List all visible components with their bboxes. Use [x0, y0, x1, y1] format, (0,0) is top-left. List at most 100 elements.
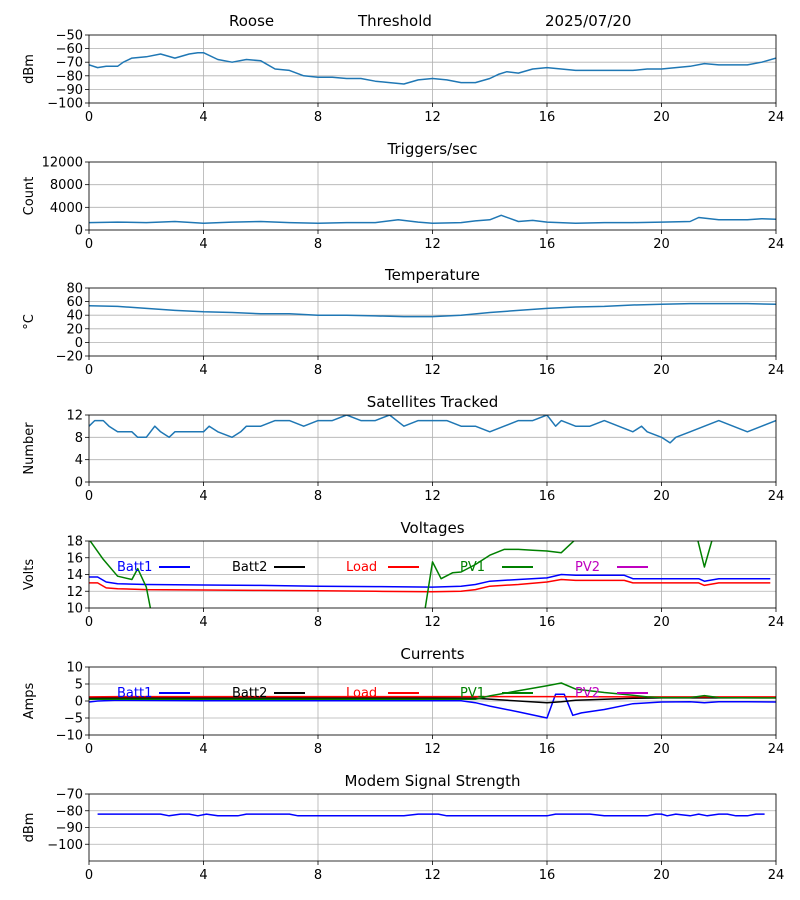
y-tick-label: 16 [66, 551, 83, 566]
x-tick-label: 24 [768, 237, 785, 252]
legend-label-batt2: Batt2 [232, 686, 267, 701]
y-tick-label: 0 [75, 695, 83, 710]
x-tick-label: 20 [653, 742, 670, 757]
y-tick-label: 80 [66, 282, 83, 297]
x-tick-label: 20 [653, 237, 670, 252]
x-tick-label: 24 [768, 615, 785, 630]
y-tick-label: −70 [56, 56, 83, 71]
y-tick-label: −80 [56, 804, 83, 819]
x-tick-label: 0 [85, 868, 93, 883]
series-line-batt1 [89, 693, 776, 719]
chart-triggers: 0 4 8 12 16 20 24 0 4000 8000 12000 Triggers/sec Cou… [22, 140, 784, 252]
x-tick-label: 16 [539, 868, 556, 883]
y-axis-label: Amps [22, 682, 37, 719]
x-tick-label: 8 [314, 237, 322, 252]
series-line-pv1 [89, 682, 776, 701]
chart-title: Voltages [400, 519, 464, 537]
x-tick-label: 20 [653, 363, 670, 378]
y-tick-label: −90 [56, 83, 83, 98]
series-line-modem-0 [97, 813, 765, 817]
y-tick-label: 40 [66, 309, 83, 324]
y-tick-label: −5 [64, 712, 83, 727]
x-tick-label: 16 [539, 363, 556, 378]
y-tick-label: 8 [75, 431, 83, 446]
y-tick-label: −70 [56, 788, 83, 803]
legend-label-load: Load [346, 560, 377, 575]
x-tick-label: 4 [199, 489, 207, 504]
legend-label-batt1: Batt1 [117, 560, 152, 575]
x-tick-label: 0 [85, 489, 93, 504]
x-tick-label: 24 [768, 489, 785, 504]
chart-title: Temperature [384, 266, 480, 284]
series-line-pv1 [89, 541, 713, 608]
chart-title: Satellites Tracked [367, 393, 498, 411]
report-date: 2025/07/20 [545, 12, 632, 30]
y-tick-label: 12 [66, 585, 83, 600]
y-tick-label: 0 [75, 224, 83, 239]
y-tick-label: 0 [75, 476, 83, 491]
y-tick-label: 14 [66, 568, 83, 583]
x-tick-label: 16 [539, 615, 556, 630]
chart-title: Modem Signal Strength [345, 772, 521, 790]
x-tick-label: 4 [199, 742, 207, 757]
x-tick-label: 8 [314, 110, 322, 125]
y-axis-label: Count [22, 177, 37, 216]
x-tick-label: 24 [768, 363, 785, 378]
x-tick-label: 0 [85, 363, 93, 378]
x-tick-label: 24 [768, 742, 785, 757]
x-tick-label: 12 [424, 489, 441, 504]
legend-label-pv1: PV1 [460, 560, 485, 575]
x-tick-label: 12 [424, 868, 441, 883]
y-axis-label: Number [22, 422, 37, 475]
y-axis-label: dBm [22, 54, 37, 84]
y-tick-label: 4 [75, 453, 83, 468]
x-tick-label: 12 [424, 363, 441, 378]
y-axis-label: dBm [22, 813, 37, 843]
series-line-satellites-0 [89, 415, 776, 444]
y-tick-label: 12000 [42, 156, 83, 171]
y-axis-label: °C [22, 314, 37, 330]
y-tick-label: 12 [66, 409, 83, 424]
x-tick-label: 4 [199, 363, 207, 378]
x-tick-label: 8 [314, 742, 322, 757]
trigger-mode: Threshold [358, 12, 432, 30]
x-tick-label: 8 [314, 363, 322, 378]
y-tick-label: −100 [47, 97, 83, 112]
x-tick-label: 20 [653, 110, 670, 125]
header-row: Roose Threshold 2025/07/20 [0, 12, 800, 32]
series-line-temperature-0 [89, 302, 776, 318]
x-tick-label: 20 [653, 868, 670, 883]
legend-label-batt2: Batt2 [232, 560, 267, 575]
x-tick-label: 12 [424, 742, 441, 757]
chart-title: Currents [400, 645, 464, 663]
legend-label-load: Load [346, 686, 377, 701]
x-tick-label: 16 [539, 489, 556, 504]
chart-modem: 0 4 8 12 16 20 24 −100 −90 −80−70 Modem Signal Str… [22, 772, 784, 883]
x-tick-label: 20 [653, 615, 670, 630]
x-tick-label: 20 [653, 489, 670, 504]
x-tick-label: 16 [539, 110, 556, 125]
x-tick-label: 0 [85, 615, 93, 630]
x-tick-label: 0 [85, 237, 93, 252]
x-tick-label: 8 [314, 615, 322, 630]
series-line-load [89, 578, 771, 593]
y-tick-label: 10 [66, 661, 83, 676]
x-tick-label: 4 [199, 237, 207, 252]
x-tick-label: 4 [199, 110, 207, 125]
x-tick-label: 16 [539, 742, 556, 757]
legend-label-batt1: Batt1 [117, 686, 152, 701]
y-tick-label: 10 [66, 602, 83, 617]
chart-satellites: 0 4 8 12 16 20 24 0 4 8 12 Satellites Tracked Number [22, 393, 784, 504]
y-axis-label: Volts [22, 559, 37, 591]
legend-label-pv2: PV2 [575, 560, 600, 575]
y-tick-label: −50 [56, 29, 83, 44]
y-tick-label: 4000 [50, 201, 83, 216]
series-line-batt1 [89, 573, 771, 588]
legend-label-pv1: PV1 [460, 686, 485, 701]
y-tick-label: 60 [66, 295, 83, 310]
y-tick-label: −10 [56, 729, 83, 744]
y-tick-label: −60 [56, 42, 83, 57]
